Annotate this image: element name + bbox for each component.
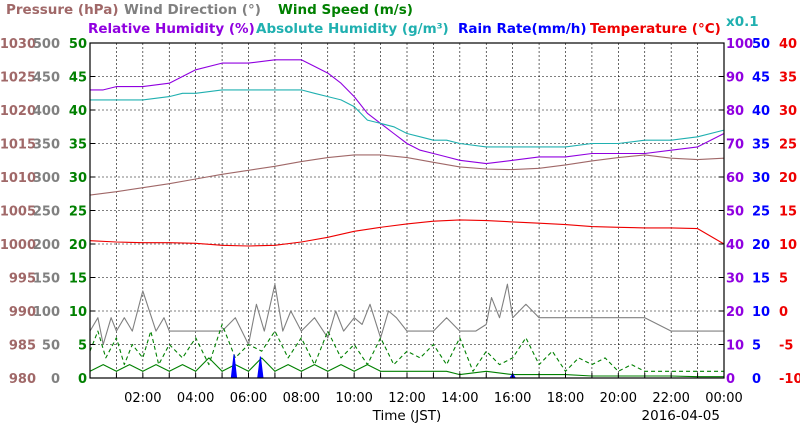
rain-rate-tick-label: 15 bbox=[752, 272, 770, 287]
x-tick-label: 16:00 bbox=[494, 391, 531, 406]
series-absolute-humidity bbox=[90, 89, 725, 148]
rain-rate-tick-label: 35 bbox=[752, 138, 770, 153]
rain-rate-tick-label: 45 bbox=[752, 71, 770, 86]
series-wind-speed bbox=[89, 357, 724, 378]
rain-rate-tick-label: 40 bbox=[752, 104, 770, 119]
pressure-tick-label: 985 bbox=[9, 339, 36, 354]
pressure-tick-label: 1015 bbox=[0, 138, 36, 153]
x-tick-label: 20:00 bbox=[600, 391, 637, 406]
temperature-tick-label: 20 bbox=[779, 171, 797, 186]
wind-speed-tick-label: 45 bbox=[69, 71, 87, 86]
wind-direction-tick-label: 350 bbox=[33, 138, 60, 153]
wind-speed-tick-label: 5 bbox=[78, 339, 87, 354]
humidity-tick-label: 90 bbox=[726, 71, 744, 86]
wind-speed-tick-label: 0 bbox=[78, 372, 87, 387]
wind-direction-tick-label: 450 bbox=[33, 71, 60, 86]
legend-absolute-humidity: Absolute Humidity (g/m³) bbox=[256, 21, 449, 37]
temperature-tick-label: -10 bbox=[779, 372, 800, 387]
x-tick-label: 06:00 bbox=[230, 391, 267, 406]
grid bbox=[90, 43, 724, 378]
wind-direction-tick-label: 400 bbox=[33, 104, 60, 119]
legend-temperature: Temperature (°C) bbox=[590, 21, 721, 37]
wind-speed-tick-label: 40 bbox=[69, 104, 87, 119]
pressure-tick-label: 1025 bbox=[0, 71, 36, 86]
x-tick-label: 10:00 bbox=[335, 391, 372, 406]
x-tick-label: 00:00 bbox=[705, 391, 742, 406]
x-tick-label: 02:00 bbox=[124, 391, 161, 406]
date-label: 2016-04-05 bbox=[642, 408, 720, 424]
series-wind-direction bbox=[89, 283, 724, 346]
wind-direction-tick-label: 100 bbox=[33, 305, 60, 320]
series-pressure bbox=[89, 154, 725, 196]
humidity-tick-label: 0 bbox=[726, 372, 735, 387]
temperature-tick-label: 0 bbox=[779, 305, 788, 320]
x-tick-label: 14:00 bbox=[441, 391, 478, 406]
humidity-tick-label: 40 bbox=[726, 238, 744, 253]
humidity-tick-label: 30 bbox=[726, 272, 744, 287]
humidity-tick-label: 60 bbox=[726, 171, 744, 186]
temperature-tick-label: 35 bbox=[779, 71, 797, 86]
temperature-tick-label: 10 bbox=[779, 238, 797, 253]
series-temperature bbox=[89, 219, 725, 247]
legend-abs-humidity-scale-note: x0.1 bbox=[726, 14, 759, 30]
wind-direction-tick-label: 300 bbox=[33, 171, 60, 186]
wind-direction-tick-label: 50 bbox=[42, 339, 60, 354]
rain-rate-tick-label: 20 bbox=[752, 238, 770, 253]
rain-rate-tick-label: 25 bbox=[752, 205, 770, 220]
rain-rate-tick-label: 30 bbox=[752, 171, 770, 186]
series-group bbox=[89, 59, 725, 379]
x-axis-label: Time (JST) bbox=[372, 408, 442, 424]
temperature-tick-label: 5 bbox=[779, 272, 788, 287]
temperature-tick-label: 25 bbox=[779, 138, 797, 153]
wind-direction-tick-label: 200 bbox=[33, 238, 60, 253]
wind-speed-tick-label: 25 bbox=[69, 205, 87, 220]
legend-relative-humidity: Relative Humidity (%) bbox=[88, 21, 255, 37]
temperature-tick-label: 40 bbox=[779, 37, 797, 52]
temperature-tick-label: -5 bbox=[779, 339, 793, 354]
wind-speed-tick-label: 30 bbox=[69, 171, 87, 186]
rain-rate-tick-label: 0 bbox=[752, 372, 761, 387]
pressure-tick-label: 1020 bbox=[0, 104, 36, 119]
pressure-tick-label: 1030 bbox=[0, 37, 36, 52]
pressure-tick-label: 990 bbox=[9, 305, 36, 320]
wind-speed-tick-label: 35 bbox=[69, 138, 87, 153]
rain-rate-tick-label: 10 bbox=[752, 305, 770, 320]
wind-direction-tick-label: 0 bbox=[51, 372, 60, 387]
temperature-tick-label: 30 bbox=[779, 104, 797, 119]
temperature-tick-label: 15 bbox=[779, 205, 797, 220]
x-tick-label: 04:00 bbox=[177, 391, 214, 406]
x-tick-label: 08:00 bbox=[283, 391, 320, 406]
wind-speed-tick-label: 50 bbox=[69, 37, 87, 52]
wind-direction-tick-label: 150 bbox=[33, 272, 60, 287]
series-rain-rate bbox=[230, 354, 517, 379]
legend-wind-speed: Wind Speed (m/s) bbox=[278, 2, 413, 18]
legend-rain-rate: Rain Rate(mm/h) bbox=[458, 21, 587, 37]
humidity-tick-label: 20 bbox=[726, 305, 744, 320]
rain-rate-tick-label: 50 bbox=[752, 37, 770, 52]
legend-pressure: Pressure (hPa) bbox=[6, 2, 119, 18]
x-tick-label: 18:00 bbox=[547, 391, 584, 406]
rain-rate-tick-label: 5 bbox=[752, 339, 761, 354]
wind-direction-tick-label: 250 bbox=[33, 205, 60, 220]
humidity-tick-label: 10 bbox=[726, 339, 744, 354]
humidity-tick-label: 50 bbox=[726, 205, 744, 220]
pressure-tick-label: 1000 bbox=[0, 238, 36, 253]
humidity-tick-label: 100 bbox=[726, 37, 753, 52]
wind-direction-tick-label: 500 bbox=[33, 37, 60, 52]
axes-group: 9809859909951000100510101015102010251030… bbox=[0, 37, 800, 406]
pressure-tick-label: 980 bbox=[9, 372, 36, 387]
humidity-tick-label: 70 bbox=[726, 138, 744, 153]
pressure-tick-label: 995 bbox=[9, 272, 36, 287]
wind-speed-tick-label: 10 bbox=[69, 305, 87, 320]
x-tick-label: 22:00 bbox=[652, 391, 689, 406]
wind-speed-tick-label: 15 bbox=[69, 272, 87, 287]
wind-speed-tick-label: 20 bbox=[69, 238, 87, 253]
x-tick-label: 12:00 bbox=[388, 391, 425, 406]
pressure-tick-label: 1010 bbox=[0, 171, 36, 186]
legend-wind-direction: Wind Direction (°) bbox=[124, 2, 261, 18]
humidity-tick-label: 80 bbox=[726, 104, 744, 119]
pressure-tick-label: 1005 bbox=[0, 205, 36, 220]
